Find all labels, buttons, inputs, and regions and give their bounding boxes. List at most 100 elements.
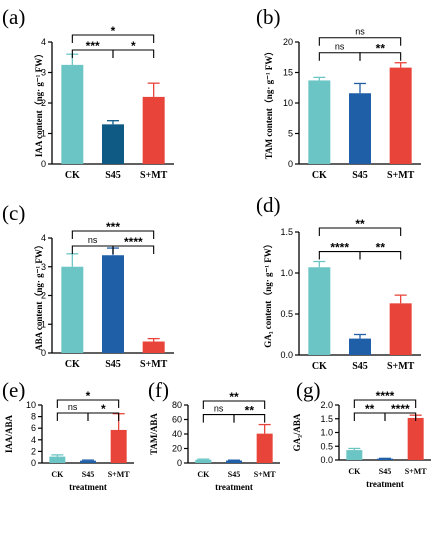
x-axis-title: treatment (69, 482, 107, 492)
x-category-label: CK (65, 170, 80, 181)
significance-label: **** (124, 235, 143, 249)
bar-ck (49, 456, 66, 463)
significance-bracket-outer (318, 37, 402, 46)
y-axis-title: ABA content（ng· g⁻¹ FW） (34, 240, 44, 351)
bar-s45 (377, 458, 393, 460)
y-tick-label: 1.5 (320, 414, 333, 424)
y-tick-label: 1.5 (280, 227, 293, 237)
significance-label: ** (376, 42, 386, 56)
significance-label: * (131, 39, 136, 53)
y-tick-label: 0 (288, 159, 293, 169)
y-tick-label: 2 (31, 446, 36, 456)
y-tick-label: 80 (172, 400, 182, 410)
x-category-label: CK (197, 470, 210, 479)
bar-s-mt (389, 303, 412, 355)
significance-label: ns (335, 42, 345, 52)
panel-g: (g) 0.0 0.5 1.0 1.5 2.0 GA₃/ABA CK S45 S+MTtreatm… (292, 378, 431, 489)
bar-s-mt (110, 429, 127, 463)
bar-ck (195, 459, 212, 463)
significance-bracket-outer (202, 400, 266, 409)
x-category-label: S+MT (405, 467, 428, 476)
significance-bracket (71, 245, 114, 254)
significance-bracket (112, 49, 155, 58)
y-tick-label: 0 (41, 159, 46, 169)
x-category-label: CK (348, 467, 361, 476)
bar-s45 (80, 460, 96, 463)
x-category-label: CK (312, 170, 327, 181)
y-tick-label: 10 (283, 98, 293, 108)
y-axis-title: IAA content（ng· g⁻¹ FW） (34, 49, 44, 157)
y-tick-label: 2 (41, 291, 46, 301)
significance-label: *** (86, 39, 100, 53)
x-category-label: S+MT (108, 470, 131, 479)
significance-bracket (202, 414, 235, 423)
y-tick-label: 5 (288, 129, 293, 139)
y-tick-label: 10 (26, 400, 36, 410)
y-tick-label: 0.0 (320, 455, 333, 465)
significance-bracket-outer (56, 399, 120, 408)
y-tick-label: 0 (41, 348, 46, 358)
bar-s45 (102, 255, 124, 353)
y-tick-label: 3 (41, 262, 46, 272)
bar-s-mt (142, 96, 165, 164)
significance-bracket (56, 412, 89, 421)
y-tick-label: 8 (31, 412, 36, 422)
bar-ck (61, 266, 84, 353)
significance-label: ns (214, 404, 224, 414)
significance-bracket (112, 245, 155, 254)
y-tick-label: 1.0 (280, 268, 293, 278)
y-tick-label: 0 (177, 458, 182, 468)
bar-s-mt (389, 67, 412, 164)
x-category-label: CK (312, 361, 327, 372)
bar-s-mt (256, 433, 273, 463)
y-tick-label: 15 (283, 68, 293, 78)
bar-s45 (226, 460, 242, 463)
significance-bracket (318, 52, 361, 61)
y-tick-label: 4 (41, 37, 46, 47)
significance-label: ** (376, 241, 386, 255)
y-tick-label: 0.5 (320, 441, 333, 451)
x-category-label: CK (65, 359, 80, 370)
significance-bracket-outer (353, 399, 417, 408)
panel-label: (e) (2, 378, 25, 402)
x-category-label: S45 (105, 359, 121, 370)
x-category-label: S+MT (140, 170, 168, 181)
y-tick-label: 1 (41, 129, 46, 139)
x-category-label: S+MT (140, 359, 168, 370)
x-category-label: S+MT (254, 470, 277, 479)
x-category-label: S45 (352, 170, 368, 181)
panel-label: (g) (296, 378, 321, 402)
y-tick-label: 6 (31, 423, 36, 433)
significance-bracket (359, 250, 402, 260)
y-tick-label: 40 (172, 429, 182, 439)
x-category-label: S45 (228, 470, 240, 479)
significance-label: ** (365, 402, 375, 416)
y-tick-label: 4 (31, 435, 36, 445)
panel-b: (b) 0 5 10 15 20 TAM content（ng· g⁻¹ FW） CK S45 S… (256, 5, 421, 181)
x-category-label: S45 (352, 361, 368, 372)
y-axis-title: TAM/ABA (149, 413, 159, 455)
y-axis-title: GA₃/ABA (292, 413, 302, 451)
y-axis-title: TAM content（ng· g⁻¹ FW） (264, 47, 274, 160)
significance-label: ns (68, 402, 78, 412)
significance-label: ns (355, 27, 365, 37)
significance-label: **** (391, 402, 410, 416)
bar-ck (308, 80, 331, 164)
bar-ck (61, 64, 84, 164)
y-tick-label: 0.0 (280, 350, 293, 360)
panel-label: (a) (2, 5, 25, 29)
x-axis-title: treatment (215, 482, 253, 492)
y-tick-label: 0 (31, 458, 36, 468)
y-tick-label: 0.5 (280, 309, 293, 319)
y-tick-label: 20 (172, 444, 182, 454)
y-tick-label: 2.0 (320, 400, 333, 410)
bar-s45 (102, 124, 124, 164)
bar-ck (308, 267, 331, 355)
significance-label: * (111, 24, 116, 38)
significance-label: ** (229, 390, 239, 404)
significance-label: ** (245, 404, 255, 418)
x-category-label: S45 (105, 170, 121, 181)
y-tick-label: 60 (172, 415, 182, 425)
